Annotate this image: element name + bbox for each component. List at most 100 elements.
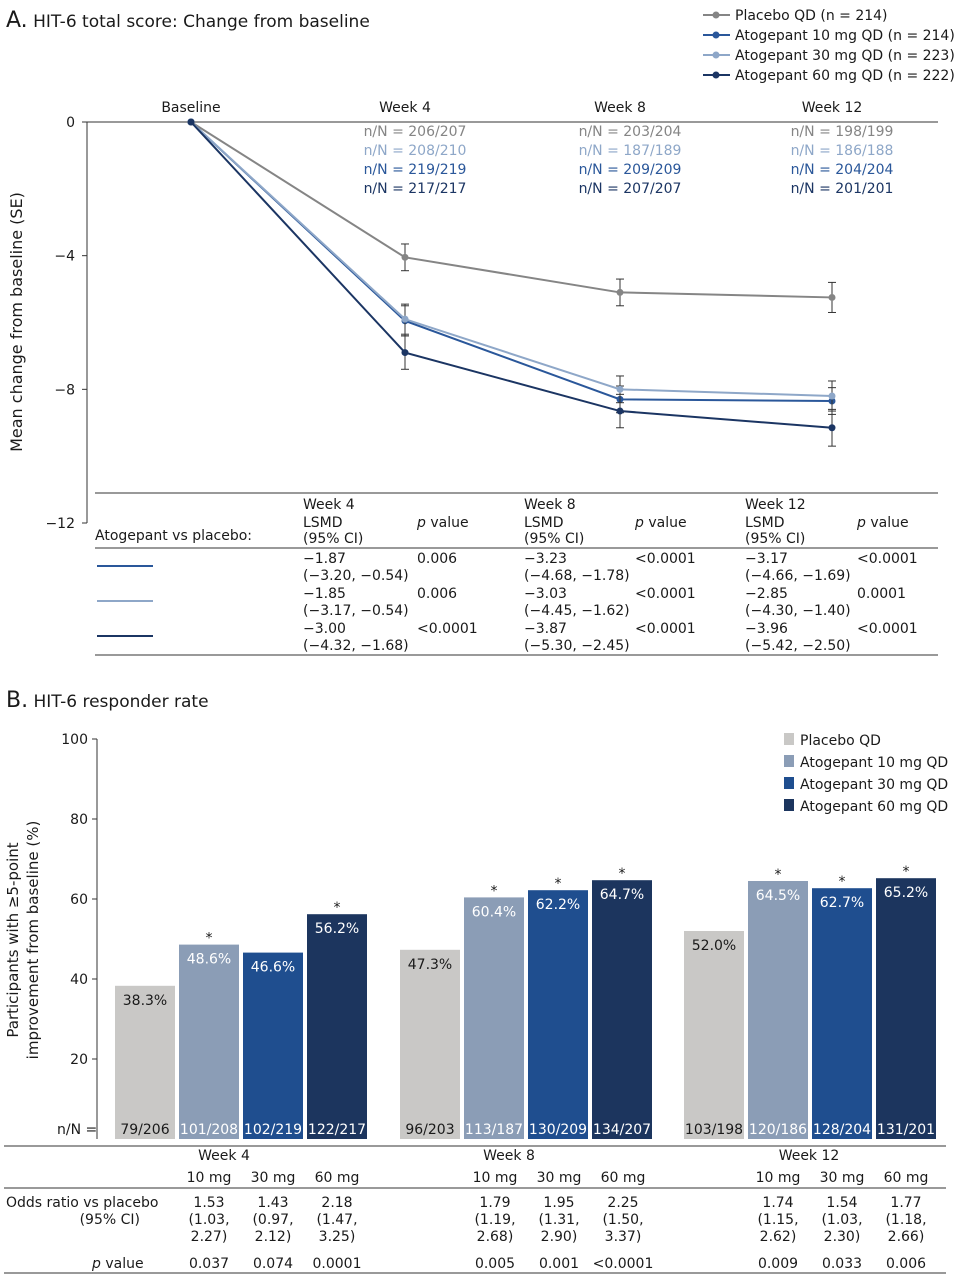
panel-a-title-text: HIT-6 total score: Change from baseline xyxy=(33,12,370,32)
bar xyxy=(684,931,744,1139)
bar xyxy=(307,914,367,1139)
table-b-ci-high: 2.62) xyxy=(760,1229,797,1245)
significance-marker: * xyxy=(903,864,910,880)
legend-a-label: Atogepant 30 mg QD (n = 223) xyxy=(735,48,955,64)
table-a-lsmd-header: LSMD xyxy=(745,515,785,531)
table-a-p-header-rest: value xyxy=(644,515,687,531)
table-a-ci-header: (95% CI) xyxy=(745,531,805,547)
x-category-label-a: Week 8 xyxy=(594,100,646,116)
table-b-week-header: Week 12 xyxy=(779,1148,840,1164)
table-a-ci-value: (−3.17, −0.54) xyxy=(303,603,409,619)
table-a-week-header: Week 4 xyxy=(303,497,355,513)
table-a-p-value: <0.0001 xyxy=(635,551,696,567)
table-a-p-header: p value xyxy=(856,515,909,531)
bar-nN-label: 101/208 xyxy=(180,1122,238,1138)
table-a-ci-value: (−4.66, −1.69) xyxy=(745,568,851,584)
table-b-ci-high: 2.66) xyxy=(888,1229,925,1245)
table-b-ci-low: (1.03, xyxy=(821,1212,862,1228)
table-b-dose-header: 60 mg xyxy=(315,1170,360,1186)
table-b-p-label: p value xyxy=(91,1256,144,1272)
x-category-label-a: Baseline xyxy=(161,100,220,116)
data-point xyxy=(616,385,624,393)
table-b-ci-high: 3.25) xyxy=(319,1229,356,1245)
table-a-lsmd-value: −1.85 xyxy=(303,586,346,602)
legend-b-label: Atogepant 30 mg QD xyxy=(800,777,948,793)
table-a-ci-value: (−5.30, −2.45) xyxy=(524,638,630,654)
series-a-3 xyxy=(187,118,836,447)
data-point xyxy=(616,288,624,296)
table-a-p-header-rest: value xyxy=(426,515,469,531)
table-a-ci-value: (−3.20, −0.54) xyxy=(303,568,409,584)
series-line xyxy=(190,121,833,398)
panel-b-letter: B. xyxy=(6,688,29,713)
bar-value-label: 62.2% xyxy=(536,897,580,913)
y-tick-label-a: −4 xyxy=(54,249,75,265)
table-a-p-value: <0.0001 xyxy=(417,621,478,637)
table-b-p-value: 0.074 xyxy=(253,1256,293,1272)
nN-label: n/N = 204/204 xyxy=(791,162,894,178)
table-b-p-value: 0.009 xyxy=(758,1256,798,1272)
table-a-lsmd-value: −3.23 xyxy=(524,551,567,567)
y-tick-label-b: 20 xyxy=(70,1052,88,1068)
nN-label: n/N = 187/189 xyxy=(579,143,682,159)
nN-label: n/N = 186/188 xyxy=(791,143,894,159)
bar-nN-label: 134/207 xyxy=(593,1122,651,1138)
y-axis-title-b-line2: improvement from baseline (%) xyxy=(24,821,42,1060)
legend-a-label: Placebo QD (n = 214) xyxy=(735,8,888,24)
table-b-or-value: 1.74 xyxy=(762,1195,793,1211)
significance-marker: * xyxy=(619,866,626,882)
bar-value-label: 62.7% xyxy=(820,895,864,911)
table-b-ci-low: (1.31, xyxy=(538,1212,579,1228)
table-b-or-value: 2.25 xyxy=(607,1195,638,1211)
table-b-p-value: 0.033 xyxy=(822,1256,862,1272)
table-a-p-header-italic: p xyxy=(634,515,644,531)
series-a-0 xyxy=(187,118,836,313)
table-a-lsmd-value: −2.85 xyxy=(745,586,788,602)
table-a-ci-header: (95% CI) xyxy=(303,531,363,547)
significance-marker: * xyxy=(555,876,562,892)
data-point xyxy=(401,315,409,323)
table-a-p-header: p value xyxy=(416,515,469,531)
table-a-row-label: Atogepant vs placebo: xyxy=(95,528,252,544)
bar-nN-label: 113/187 xyxy=(465,1122,523,1138)
table-b-p-value: 0.006 xyxy=(886,1256,926,1272)
table-b-ci-low: (1.18, xyxy=(885,1212,926,1228)
bar-value-label: 56.2% xyxy=(315,921,359,937)
nN-label: n/N = 208/210 xyxy=(364,143,467,159)
table-b-ci-low: (1.19, xyxy=(474,1212,515,1228)
table-a-ci-value: (−5.42, −2.50) xyxy=(745,638,851,654)
table-a-p-value: 0.006 xyxy=(417,586,457,602)
table-a-p-header-italic: p xyxy=(416,515,426,531)
table-a-lsmd-value: −3.96 xyxy=(745,621,788,637)
y-tick-label-a: −8 xyxy=(54,382,75,398)
table-b-ci-high: 2.12) xyxy=(255,1229,292,1245)
series-a-1 xyxy=(187,118,836,415)
table-a-p-value: <0.0001 xyxy=(635,621,696,637)
table-b-dose-header: 10 mg xyxy=(473,1170,518,1186)
nN-label: n/N = 219/219 xyxy=(364,162,467,178)
legend-a-marker xyxy=(712,51,720,59)
panel-b-title: B. HIT-6 responder rate xyxy=(6,688,209,713)
bar xyxy=(876,878,936,1139)
data-point xyxy=(828,392,836,400)
table-b-week-header: Week 4 xyxy=(198,1148,250,1164)
bar-nN-label: 120/186 xyxy=(749,1122,807,1138)
table-b-p-value: 0.0001 xyxy=(313,1256,362,1272)
table-b-dose-header: 30 mg xyxy=(251,1170,296,1186)
x-category-label-a: Week 12 xyxy=(802,100,863,116)
table-a-p-header-rest: value xyxy=(866,515,909,531)
data-point xyxy=(616,407,624,415)
table-a-lsmd-value: −1.87 xyxy=(303,551,346,567)
bar xyxy=(464,897,524,1139)
significance-marker: * xyxy=(775,867,782,883)
data-point xyxy=(401,349,409,357)
table-b-p-value: 0.037 xyxy=(189,1256,229,1272)
table-a-lsmd-value: −3.00 xyxy=(303,621,346,637)
legend-b-swatch xyxy=(784,777,794,789)
table-b-or-value: 1.77 xyxy=(890,1195,921,1211)
bar xyxy=(179,944,239,1139)
table-b-ci-high: 2.68) xyxy=(477,1229,514,1245)
table-b-or-value: 1.54 xyxy=(826,1195,857,1211)
table-b-or-value: 1.79 xyxy=(479,1195,510,1211)
